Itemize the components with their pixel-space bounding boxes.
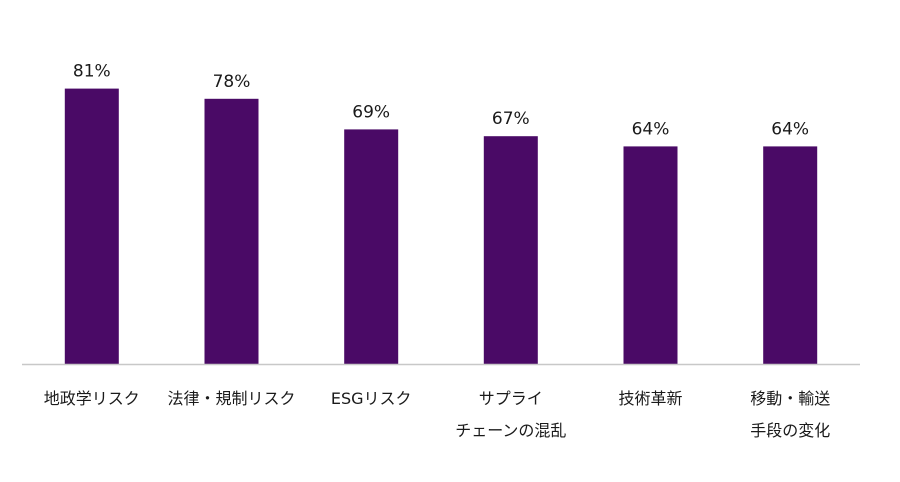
bar-3 (344, 129, 399, 364)
category-label-5-line-1: 技術革新 (618, 389, 682, 408)
bar-2 (204, 98, 259, 365)
value-label-2: 78% (213, 72, 251, 92)
value-labels-group: 81% 78% 69% 67% 64% 64% (73, 62, 809, 140)
category-label-4-line-1: サプライ (479, 389, 543, 408)
category-label-4-line-2: チェーンの混乱 (455, 421, 566, 440)
bars-group (64, 88, 818, 365)
bar-6 (763, 146, 818, 364)
category-label-1-line-1: 地政学リスク (44, 389, 140, 408)
category-label-6-line-2: 手段の変化 (750, 421, 830, 440)
value-label-3: 69% (352, 102, 390, 122)
category-label-6-line-1: 移動・輸送 (750, 389, 830, 408)
value-label-6: 64% (771, 119, 809, 139)
category-label-3-line-1: ESGリスク (331, 389, 412, 408)
bar-1 (64, 88, 119, 364)
bar-4 (483, 136, 538, 364)
bar-5 (623, 146, 678, 364)
value-label-4: 67% (492, 109, 530, 129)
category-label-2-line-1: 法律・規制リスク (167, 389, 295, 408)
value-label-1: 81% (73, 62, 111, 82)
value-label-5: 64% (632, 119, 670, 139)
